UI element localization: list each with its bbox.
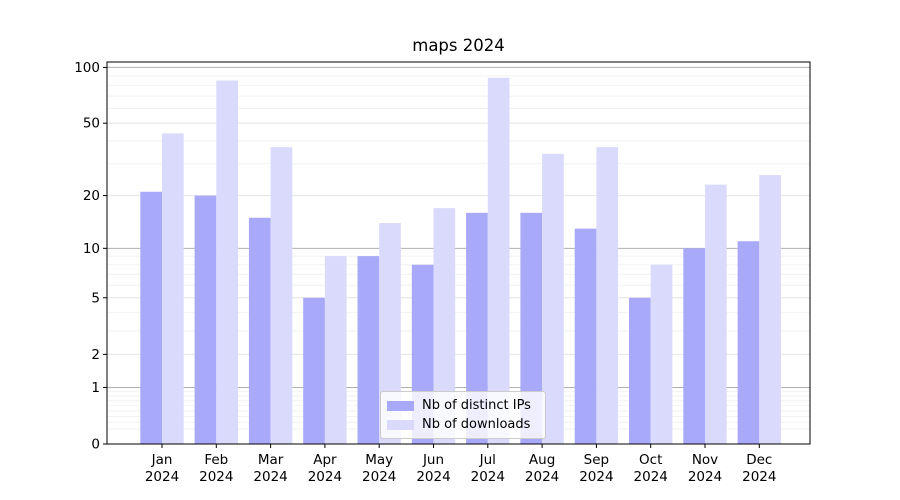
- bar-downloads-jan: [162, 133, 184, 444]
- bar-distinct-ips-may: [357, 256, 380, 444]
- bar-distinct-ips-aug: [520, 212, 543, 444]
- x-tick-label-dec: Dec: [746, 452, 772, 468]
- legend-item-downloads: Nb of downloads: [387, 417, 537, 432]
- x-tick-label-nov: Nov: [692, 452, 718, 468]
- legend-label-downloads: Nb of downloads: [422, 417, 531, 432]
- y-tick-label-2: 2: [91, 347, 100, 363]
- bar-downloads-mar: [270, 147, 293, 444]
- bar-downloads-oct: [650, 264, 673, 444]
- x-tick-label-sep: Sep: [584, 452, 609, 468]
- x-tick-label-year-oct: 2024: [634, 469, 668, 485]
- x-tick-label-aug: Aug: [529, 452, 555, 468]
- bar-downloads-sep: [596, 147, 619, 444]
- bar-distinct-ips-feb: [194, 195, 217, 444]
- bar-distinct-ips-nov: [683, 248, 705, 444]
- x-tick-label-apr: Apr: [313, 452, 337, 468]
- x-tick-label-may: May: [365, 452, 393, 468]
- x-tick-label-year-jan: 2024: [145, 469, 179, 485]
- y-tick-label-0: 0: [91, 437, 100, 453]
- bar-downloads-jun: [433, 208, 456, 444]
- bar-distinct-ips-jul: [466, 212, 488, 444]
- bar-downloads-jul: [487, 77, 510, 445]
- x-tick-label-mar: Mar: [258, 452, 284, 468]
- bar-distinct-ips-dec: [737, 241, 760, 444]
- bar-distinct-ips-oct: [629, 297, 651, 444]
- bar-distinct-ips-sep: [574, 228, 597, 444]
- y-tick-label-5: 5: [91, 290, 100, 306]
- x-tick-label-year-sep: 2024: [579, 469, 613, 485]
- bar-downloads-aug: [542, 153, 564, 444]
- y-tick-label-10: 10: [83, 241, 100, 257]
- x-tick-label-jul: Jul: [479, 452, 496, 468]
- bar-downloads-dec: [759, 175, 781, 445]
- x-tick-label-year-nov: 2024: [688, 469, 722, 485]
- y-tick-label-20: 20: [83, 188, 100, 204]
- y-tick-label-50: 50: [83, 116, 100, 132]
- bar-distinct-ips-jan: [140, 191, 162, 444]
- y-tick-label-1: 1: [91, 380, 100, 396]
- bar-downloads-nov: [705, 184, 727, 444]
- legend-item-distinct-ips: Nb of distinct IPs: [387, 398, 537, 413]
- legend-swatch-distinct-ips: [387, 400, 414, 411]
- x-tick-label-year-feb: 2024: [199, 469, 233, 485]
- x-tick-label-year-apr: 2024: [308, 469, 342, 485]
- x-tick-label-year-jul: 2024: [471, 469, 505, 485]
- chart-title: maps 2024: [412, 36, 505, 55]
- x-tick-label-feb: Feb: [204, 452, 228, 468]
- x-tick-label-oct: Oct: [639, 452, 662, 468]
- bar-downloads-feb: [216, 80, 238, 444]
- bar-distinct-ips-mar: [248, 217, 271, 444]
- legend-label-distinct-ips: Nb of distinct IPs: [422, 398, 531, 413]
- bar-downloads-apr: [324, 256, 347, 444]
- bar-distinct-ips-apr: [303, 297, 325, 444]
- legend-swatch-downloads: [387, 419, 414, 430]
- x-tick-label-year-dec: 2024: [742, 469, 776, 485]
- bar-downloads-may: [379, 223, 401, 444]
- legend: Nb of distinct IPs Nb of downloads: [380, 391, 546, 439]
- x-tick-label-year-may: 2024: [362, 469, 396, 485]
- x-tick-label-year-aug: 2024: [525, 469, 559, 485]
- x-tick-label-jan: Jan: [151, 452, 173, 468]
- x-tick-label-year-jun: 2024: [416, 469, 450, 485]
- y-tick-label-100: 100: [74, 60, 100, 76]
- x-tick-label-year-mar: 2024: [253, 469, 287, 485]
- x-tick-label-jun: Jun: [422, 452, 444, 468]
- plot-border: [106, 61, 811, 445]
